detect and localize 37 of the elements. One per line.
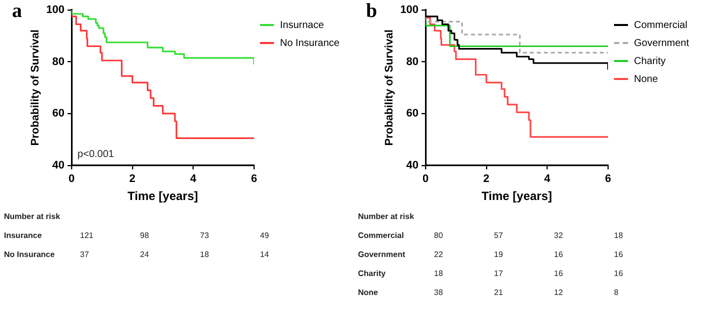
text: Number at risk bbox=[357, 212, 416, 221]
legend-label: Commercial bbox=[634, 20, 688, 30]
y-tick-label: 80 bbox=[52, 56, 65, 68]
x-tick-label: 0 bbox=[422, 173, 429, 186]
y-axis-title: Probability of Survival bbox=[384, 30, 396, 146]
x-tick-label: 0 bbox=[68, 173, 75, 186]
x-tick-label: 2 bbox=[129, 173, 136, 186]
x-tick-label: 6 bbox=[604, 173, 612, 186]
y-tick-label: 60 bbox=[52, 108, 65, 120]
legend-label: Insurnace bbox=[280, 20, 324, 30]
legend-label: None bbox=[634, 74, 658, 84]
x-tick-label: 4 bbox=[190, 173, 198, 186]
text: Insurance 121 98 73 49 bbox=[4, 231, 269, 240]
y-tick-label: 80 bbox=[406, 56, 419, 68]
text: None 38 21 12 8 bbox=[358, 288, 618, 297]
y-axis-title: Probability of Survival bbox=[30, 30, 42, 146]
text: Government 22 19 16 16 bbox=[358, 250, 623, 259]
chart-title: a bbox=[12, 0, 22, 23]
x-axis-title: Time [years] bbox=[128, 189, 198, 204]
y-tick-label: 40 bbox=[406, 159, 419, 172]
text: Number at risk bbox=[3, 212, 62, 221]
text: Charity 18 17 16 16 bbox=[358, 269, 623, 278]
y-tick-label: 40 bbox=[52, 159, 65, 172]
annotation: p<0.001 bbox=[78, 149, 114, 160]
legend-label: No Insurance bbox=[280, 38, 340, 48]
y-tick-label: 100 bbox=[400, 4, 419, 16]
chart-title: b bbox=[366, 0, 378, 23]
x-tick-label: 2 bbox=[483, 173, 490, 186]
y-tick-label: 60 bbox=[406, 108, 419, 120]
x-axis-title: Time [years] bbox=[482, 189, 552, 204]
x-tick-label: 6 bbox=[250, 173, 258, 186]
text: No Insurance 37 24 18 14 bbox=[4, 250, 269, 259]
legend-label: Government bbox=[634, 38, 690, 48]
y-tick-label: 100 bbox=[46, 4, 65, 16]
legend-label: Charity bbox=[634, 56, 666, 66]
text: Commercial 80 57 32 18 bbox=[358, 231, 623, 240]
x-tick-label: 4 bbox=[544, 173, 552, 186]
